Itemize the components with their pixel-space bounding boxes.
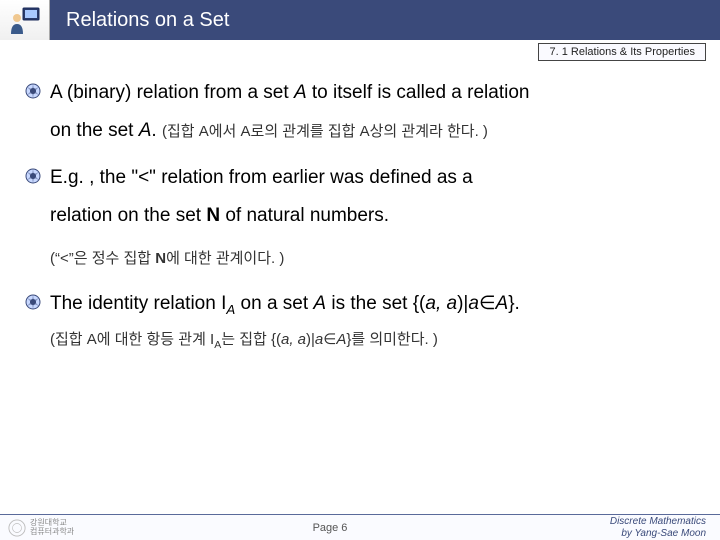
title-bar: Relations on a Set: [0, 0, 720, 40]
korean-note: (집합 A에 대한 항등 관계 IA는 집합 {(a, a)|a∈A}를 의미한…: [50, 327, 696, 355]
person-monitor-icon: [9, 4, 41, 36]
bullet-text: E.g. , the "<" relation from earlier was…: [50, 162, 473, 194]
bullet-text-cont: relation on the set N of natural numbers…: [50, 200, 696, 232]
title-icon-box: [0, 0, 50, 40]
bullet-icon: [24, 167, 42, 185]
footer-logo: 강원대학교컴퓨터과학과: [0, 519, 110, 537]
bullet-icon: [24, 293, 42, 311]
footer: 강원대학교컴퓨터과학과 Page 6 Discrete Mathematics …: [0, 514, 720, 540]
korean-note: (“<”은 정수 집합 N에 대한 관계이다. ): [50, 246, 696, 272]
bullet-text: The identity relation IA on a set A is t…: [50, 288, 520, 321]
bullet-text-cont: on the set A. (집합 A에서 A로의 관계를 집합 A상의 관계라…: [50, 115, 696, 147]
section-label: 7. 1 Relations & Its Properties: [538, 43, 706, 61]
content-area: A (binary) relation from a set A to itse…: [0, 61, 720, 355]
bullet-text: A (binary) relation from a set A to itse…: [50, 77, 529, 109]
bullet-item: The identity relation IA on a set A is t…: [24, 288, 696, 321]
slide-title: Relations on a Set: [50, 0, 720, 40]
footer-credit: Discrete Mathematics by Yang-Sae Moon: [550, 516, 720, 540]
page-number: Page 6: [110, 522, 550, 534]
bullet-item: A (binary) relation from a set A to itse…: [24, 77, 696, 109]
university-seal-icon: [8, 519, 26, 537]
subtitle-bar: 7. 1 Relations & Its Properties: [0, 40, 720, 61]
footer-logo-text: 강원대학교컴퓨터과학과: [30, 519, 74, 537]
bullet-item: E.g. , the "<" relation from earlier was…: [24, 162, 696, 194]
bullet-icon: [24, 82, 42, 100]
